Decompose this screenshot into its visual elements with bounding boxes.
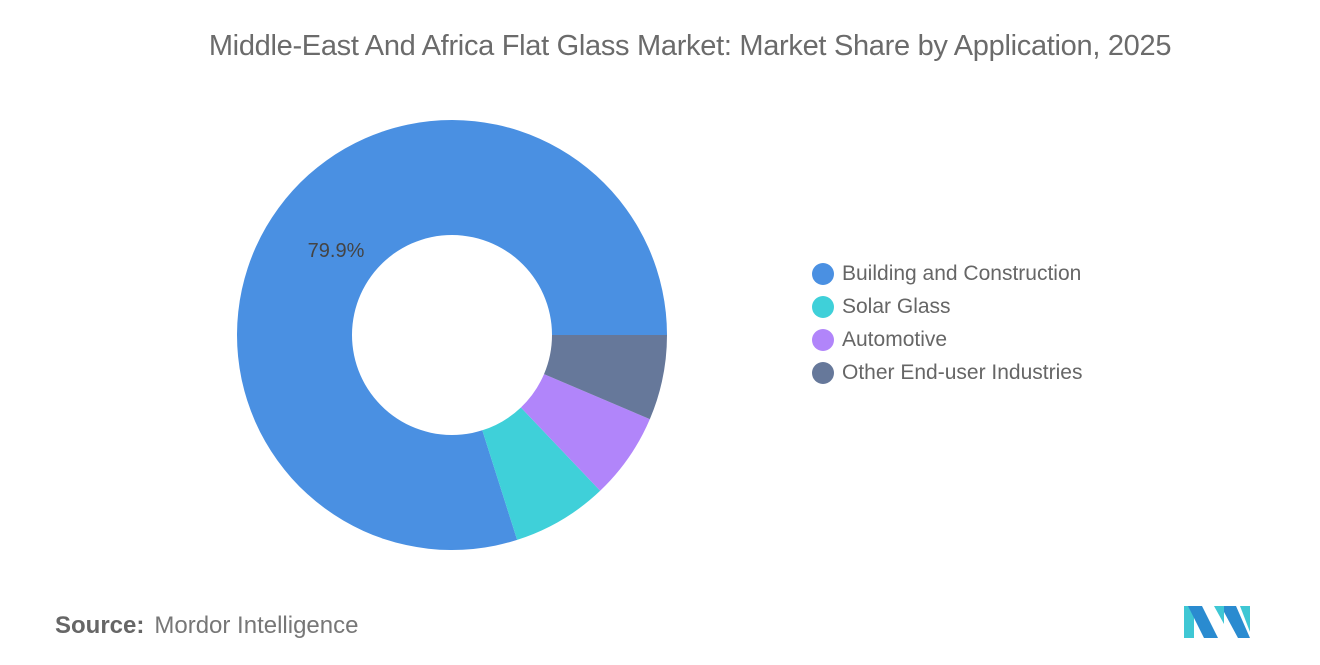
slice-building-and-construction (237, 120, 667, 551)
legend-item: Other End-user Industries (812, 356, 1082, 389)
source-label: Source: (55, 612, 145, 639)
legend-label: Other End-user Industries (842, 360, 1083, 384)
legend-label: Automotive (842, 327, 948, 351)
mordor-logo (1184, 606, 1250, 638)
legend-label: Solar Glass (842, 294, 951, 318)
slice-automotive (520, 374, 650, 491)
legend-swatch (812, 262, 834, 285)
legend-item: Building and Construction (812, 257, 1082, 290)
legend-item: Solar Glass (812, 290, 1082, 323)
legend-swatch (812, 328, 834, 351)
chart-title: Middle-East And Africa Flat Glass Market… (208, 30, 1172, 62)
legend-swatch (812, 361, 834, 384)
legend-item: Automotive (812, 323, 1082, 356)
slice-other-end-user-industries (544, 335, 667, 420)
slice-solar-glass (482, 407, 601, 540)
source-value: Mordor Intelligence (154, 612, 359, 639)
legend-label: Building and Construction (842, 261, 1082, 285)
source-note: Source: Mordor Intelligence (55, 612, 358, 640)
legend: Building and Construction Solar Glass Au… (812, 257, 1082, 389)
legend-swatch (812, 295, 834, 318)
data-label: 79.9% (308, 240, 365, 262)
